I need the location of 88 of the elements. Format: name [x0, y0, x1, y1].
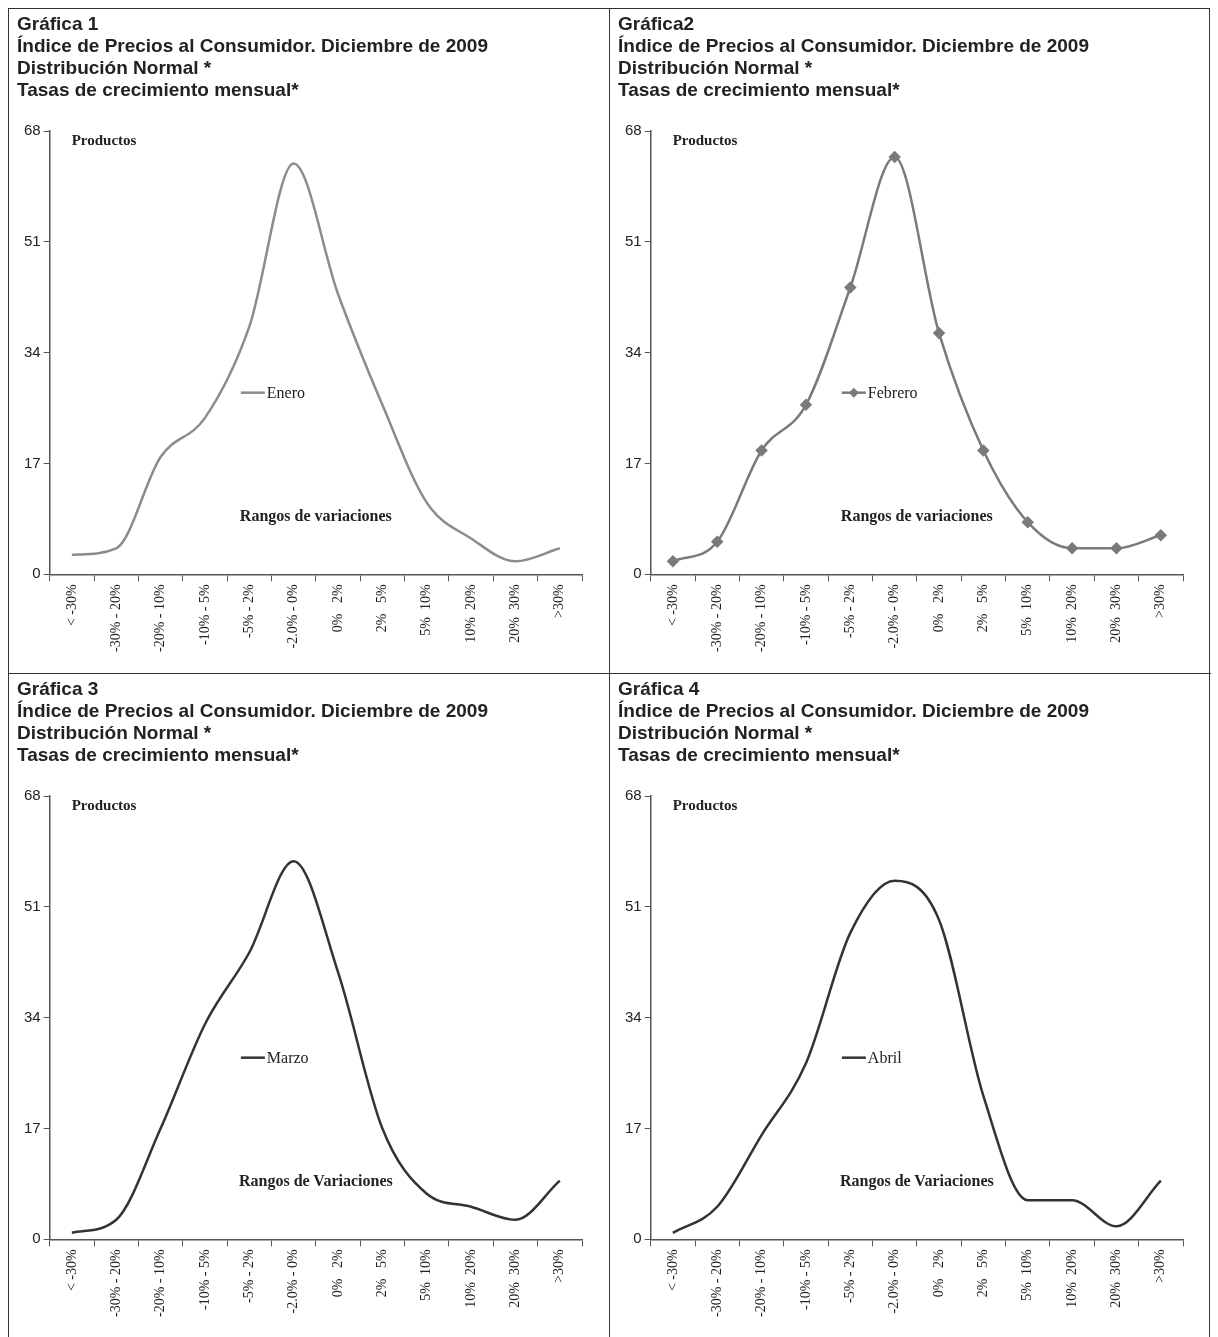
y-axis-title: Productos: [672, 796, 738, 813]
y-axis-title: Productos: [672, 131, 738, 148]
x-axis-title: Rangos de Variaciones: [238, 1171, 393, 1190]
y-tick-label: 0: [633, 1229, 642, 1247]
y-tick-label: 68: [24, 786, 41, 804]
y-tick-label: 0: [32, 1229, 41, 1247]
y-tick-label: 51: [625, 896, 642, 914]
chart-subtitle: Índice de Precios al Consumidor. Diciembre de 2009 Distribución Normal * Tasas de crecimiento mensual*: [618, 35, 1090, 101]
x-axis-title: Rangos de Variaciones: [839, 1171, 994, 1190]
x-tick-label: 0% 2%: [930, 1249, 946, 1298]
x-tick-label: -2.0% - 0%: [285, 584, 301, 649]
y-tick-label: 0: [32, 564, 41, 582]
x-tick-label: 5% 10%: [418, 584, 434, 636]
x-tick-label: -20% - 10%: [152, 1249, 168, 1318]
x-tick-label: 2% 5%: [374, 584, 390, 633]
x-axis-title: Rangos de variaciones: [239, 506, 392, 525]
x-tick-label: 2% 5%: [975, 584, 991, 633]
x-tick-label: -30% - 20%: [107, 1249, 123, 1318]
x-tick-label: 2% 5%: [374, 1249, 390, 1298]
x-tick-label: -10% - 5%: [797, 584, 813, 646]
y-tick-label: 34: [24, 342, 41, 360]
chart-title: Gráfica 4: [618, 678, 701, 700]
chart-title: Gráfica 3: [17, 678, 100, 700]
y-tick-label: 68: [24, 121, 41, 139]
y-tick-label: 68: [625, 121, 642, 139]
x-tick-label: 0% 2%: [329, 1249, 345, 1298]
x-tick-label: 20% 30%: [507, 1249, 523, 1308]
x-tick-label: 2% 5%: [975, 1249, 991, 1298]
x-tick-label: 5% 10%: [1019, 1249, 1035, 1301]
x-tick-label: -20% - 10%: [152, 584, 168, 653]
x-tick-label: -5% - 2%: [240, 1249, 256, 1304]
x-tick-label: -30% - 20%: [708, 1249, 724, 1318]
legend-label: Enero: [266, 383, 306, 401]
chart-title: Gráfica2: [618, 13, 696, 35]
x-tick-label: 20% 30%: [1108, 584, 1124, 643]
x-tick-label: -5% - 2%: [240, 584, 256, 639]
y-tick-label: 17: [625, 453, 642, 471]
x-tick-label: 20% 30%: [1108, 1249, 1124, 1308]
y-tick-label: 51: [24, 231, 41, 249]
x-tick-label: -10% - 5%: [196, 1249, 212, 1311]
x-tick-label: < -30%: [63, 1249, 79, 1292]
x-tick-label: 0% 2%: [329, 584, 345, 633]
x-tick-label: -20% - 10%: [753, 584, 769, 653]
x-tick-label: -30% - 20%: [107, 584, 123, 653]
y-tick-label: 51: [625, 231, 642, 249]
x-tick-label: >30%: [551, 1249, 567, 1283]
y-tick-label: 68: [625, 786, 642, 804]
x-tick-label: < -30%: [664, 1249, 680, 1292]
x-tick-label: -2.0% - 0%: [285, 1249, 301, 1314]
x-tick-label: 10% 20%: [1063, 1249, 1079, 1308]
y-tick-label: 17: [24, 453, 41, 471]
y-tick-label: 34: [24, 1007, 41, 1025]
y-tick-label: 17: [24, 1118, 41, 1136]
legend-label: Abril: [867, 1048, 903, 1066]
x-tick-label: 0% 2%: [930, 584, 946, 633]
x-tick-label: -2.0% - 0%: [886, 584, 902, 649]
x-tick-label: -10% - 5%: [797, 1249, 813, 1311]
y-tick-label: 51: [24, 896, 41, 914]
x-tick-label: < -30%: [664, 584, 680, 627]
chart-subtitle: Índice de Precios al Consumidor. Diciembre de 2009 Distribución Normal * Tasas de crecimiento mensual*: [17, 35, 489, 101]
y-axis-title: Productos: [71, 796, 137, 813]
y-tick-label: 34: [625, 342, 642, 360]
y-axis-title: Productos: [71, 131, 137, 148]
x-tick-label: -20% - 10%: [753, 1249, 769, 1318]
x-tick-label: 20% 30%: [507, 584, 523, 643]
y-tick-label: 17: [625, 1118, 642, 1136]
x-tick-label: -2.0% - 0%: [886, 1249, 902, 1314]
x-tick-label: 5% 10%: [1019, 584, 1035, 636]
x-tick-label: >30%: [1152, 1249, 1168, 1283]
chart-title: Gráfica 1: [17, 13, 100, 35]
chart-subtitle: Índice de Precios al Consumidor. Diciembre de 2009 Distribución Normal * Tasas de crecimiento mensual*: [618, 700, 1090, 766]
chart-subtitle: Índice de Precios al Consumidor. Diciembre de 2009 Distribución Normal * Tasas de crecimiento mensual*: [17, 700, 489, 766]
x-tick-label: >30%: [551, 584, 567, 618]
y-tick-label: 34: [625, 1007, 642, 1025]
x-tick-label: < -30%: [63, 584, 79, 627]
x-tick-label: -5% - 2%: [841, 584, 857, 639]
x-tick-label: >30%: [1152, 584, 1168, 618]
x-axis-title: Rangos de variaciones: [840, 506, 993, 525]
legend-label: Marzo: [266, 1048, 309, 1066]
x-tick-label: 10% 20%: [462, 584, 478, 643]
x-tick-label: -30% - 20%: [708, 584, 724, 653]
x-tick-label: -10% - 5%: [196, 584, 212, 646]
x-tick-label: -5% - 2%: [841, 1249, 857, 1304]
x-tick-label: 10% 20%: [1063, 584, 1079, 643]
x-tick-label: 10% 20%: [462, 1249, 478, 1308]
x-tick-label: 5% 10%: [418, 1249, 434, 1301]
legend-label: Febrero: [867, 383, 918, 401]
y-tick-label: 0: [633, 564, 642, 582]
